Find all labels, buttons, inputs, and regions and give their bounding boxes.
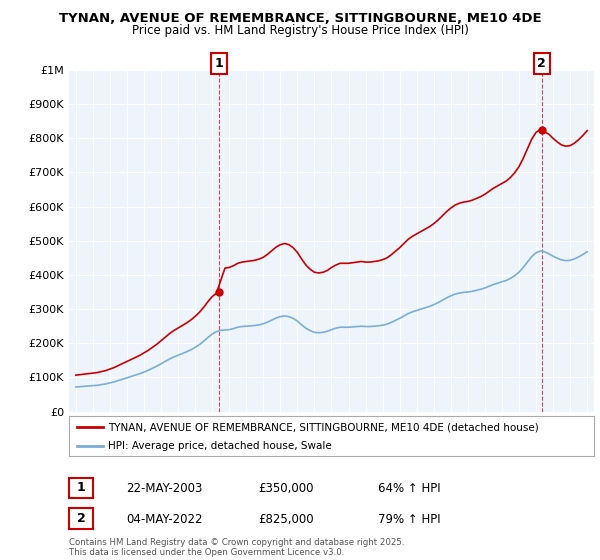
Text: 22-MAY-2003: 22-MAY-2003 [126,482,202,495]
Text: 1: 1 [214,57,223,70]
Text: TYNAN, AVENUE OF REMEMBRANCE, SITTINGBOURNE, ME10 4DE: TYNAN, AVENUE OF REMEMBRANCE, SITTINGBOU… [59,12,541,25]
Text: 64% ↑ HPI: 64% ↑ HPI [378,482,440,495]
Text: 2: 2 [77,512,85,525]
Text: HPI: Average price, detached house, Swale: HPI: Average price, detached house, Swal… [109,441,332,451]
Text: 1: 1 [77,481,85,494]
Text: £350,000: £350,000 [258,482,314,495]
Text: Price paid vs. HM Land Registry's House Price Index (HPI): Price paid vs. HM Land Registry's House … [131,24,469,37]
Text: Contains HM Land Registry data © Crown copyright and database right 2025.
This d: Contains HM Land Registry data © Crown c… [69,538,404,557]
Text: 04-MAY-2022: 04-MAY-2022 [126,512,203,526]
Text: TYNAN, AVENUE OF REMEMBRANCE, SITTINGBOURNE, ME10 4DE (detached house): TYNAN, AVENUE OF REMEMBRANCE, SITTINGBOU… [109,422,539,432]
Text: 2: 2 [537,57,546,70]
Text: 79% ↑ HPI: 79% ↑ HPI [378,512,440,526]
Text: £825,000: £825,000 [258,512,314,526]
